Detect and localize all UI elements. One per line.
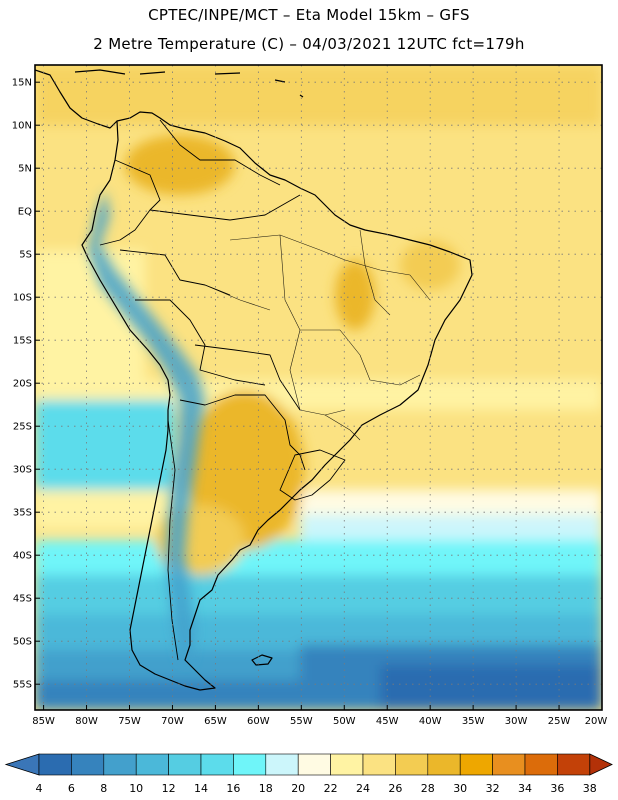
lon-tick-label: 65W [204, 716, 227, 727]
lon-tick-label: 60W [247, 716, 270, 727]
lat-tick-label: 15N [12, 78, 32, 89]
caribbean-islands [74, 69, 304, 98]
colorbar-label: 18 [259, 782, 273, 795]
lon-tick-label: 25W [548, 716, 571, 727]
colorbar-low-arrow [4, 753, 40, 776]
south-america-coastline [81, 111, 473, 691]
colorbar-swatch [103, 753, 137, 776]
colorbar-label: 30 [453, 782, 467, 795]
colorbar-swatch [459, 753, 493, 776]
lon-tick-label: 50W [333, 716, 356, 727]
lon-tick-label: 80W [75, 716, 98, 727]
colorbar-swatch [330, 753, 364, 776]
lat-tick-label: 55S [13, 680, 32, 691]
colorbar-swatch [38, 753, 72, 776]
colorbar-label: 6 [68, 782, 75, 795]
coastlines [35, 69, 473, 691]
lat-tick-label: 30S [13, 465, 32, 476]
lon-tick-label: 75W [118, 716, 141, 727]
colorbar-swatch [427, 753, 461, 776]
longitude-axis: 85W 80W 75W 70W 65W 60W 55W 50W 45W 40W 35W 30W 25W 2… [32, 705, 607, 727]
colorbar-swatch [200, 753, 234, 776]
colorbar-high-arrow [589, 753, 613, 776]
lon-tick-label: 40W [419, 716, 442, 727]
colorbar-swatch [524, 753, 558, 776]
lat-tick-label: 40S [13, 551, 32, 562]
lat-tick-label: 5N [18, 164, 32, 175]
colorbar-label: 20 [291, 782, 305, 795]
lon-tick-label: 70W [161, 716, 184, 727]
lon-tick-label: 55W [290, 716, 313, 727]
lat-tick-label: 35S [13, 508, 32, 519]
lat-tick-label: 5S [19, 250, 32, 261]
central-america-coastline [35, 69, 118, 129]
colorbar-label: 4 [36, 782, 43, 795]
lat-tick-label: 15S [13, 336, 32, 347]
country-borders [99, 119, 346, 661]
colorbar-label: 28 [421, 782, 435, 795]
colorbar-label: 32 [486, 782, 500, 795]
lat-tick-label: 50S [13, 637, 32, 648]
map-frame [34, 64, 603, 711]
colorbar-label: 12 [162, 782, 176, 795]
colorbar-swatch [297, 753, 331, 776]
colorbar-label: 8 [100, 782, 107, 795]
lat-tick-label: 10S [13, 293, 32, 304]
lat-tick-label: 10N [12, 121, 32, 132]
state-borders [204, 229, 431, 441]
lon-tick-label: 85W [32, 716, 55, 727]
colorbar-swatch [265, 753, 299, 776]
chart-title-line-1: CPTEC/INPE/MCT – Eta Model 15km – GFS [148, 6, 470, 24]
lon-tick-label: 45W [376, 716, 399, 727]
lon-tick-label: 30W [505, 716, 528, 727]
colorbar-label: 34 [518, 782, 532, 795]
lat-tick-label: 25S [13, 422, 32, 433]
colorbar-label: 24 [356, 782, 370, 795]
color-scale-legend: 4 6 8 10 12 14 16 18 20 22 24 26 28 30 32 34 36 38 [4, 753, 613, 795]
falkland-islands [251, 654, 273, 666]
colorbar-swatch [233, 753, 267, 776]
colorbar-swatch [395, 753, 429, 776]
colorbar-label: 22 [324, 782, 338, 795]
colorbar-swatch [71, 753, 105, 776]
lat-tick-label: 20S [13, 379, 32, 390]
colorbar-label: 16 [226, 782, 240, 795]
colorbar-label: 36 [550, 782, 564, 795]
chart-title-line-2: 2 Metre Temperature (C) – 04/03/2021 12U… [93, 35, 525, 53]
lon-tick-label: 20W [585, 716, 608, 727]
lon-tick-label: 35W [462, 716, 485, 727]
colorbar-label: 10 [129, 782, 143, 795]
colorbar-swatch [492, 753, 526, 776]
colorbar-label: 14 [194, 782, 208, 795]
colorbar-swatch [557, 753, 591, 776]
colorbar-label: 38 [583, 782, 597, 795]
lat-tick-label: EQ [18, 207, 32, 218]
lat-tick-label: 45S [13, 594, 32, 605]
colorbar-swatch [168, 753, 202, 776]
latitude-axis: 15N 10N 5N EQ 5S 10S 15S 20S 25S 30S 35S 40S 45S 50S 5… [12, 78, 40, 691]
colorbar-swatch [362, 753, 396, 776]
colorbar-swatch [135, 753, 169, 776]
colorbar-label: 26 [388, 782, 402, 795]
